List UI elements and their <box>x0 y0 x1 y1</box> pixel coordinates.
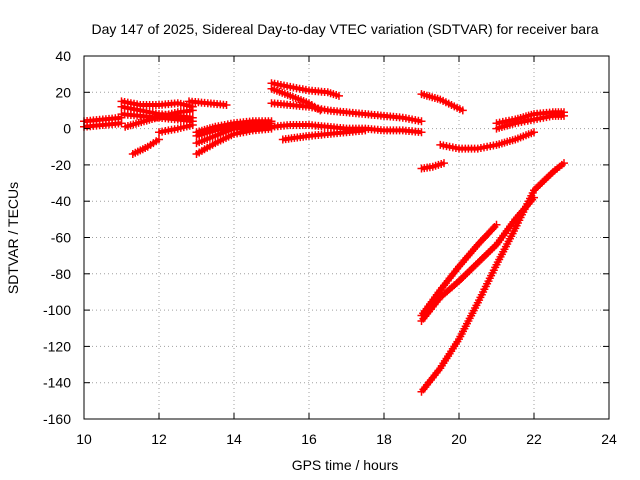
data-series <box>80 79 568 396</box>
series-arc20 <box>417 159 448 173</box>
series-markers <box>128 135 163 158</box>
x-axis-label: GPS time / hours <box>292 457 399 473</box>
series-arc26 <box>417 159 568 396</box>
series-markers <box>417 159 568 396</box>
series-arc24 <box>417 220 501 320</box>
x-tick-label: 22 <box>526 431 542 447</box>
series-markers <box>417 159 448 173</box>
series-markers <box>417 220 501 320</box>
series-arc21 <box>436 128 538 153</box>
series-arc17 <box>267 84 325 115</box>
series-arc2 <box>80 119 126 131</box>
series-markers <box>267 99 426 126</box>
series-arc9 <box>185 97 231 109</box>
y-tick-label: -40 <box>51 193 71 209</box>
series-arc3 <box>117 97 197 111</box>
series-arc16 <box>267 79 343 100</box>
x-tick-label: 10 <box>76 431 92 447</box>
series-arc23 <box>492 108 568 128</box>
series-markers <box>267 84 325 115</box>
series-markers <box>267 79 343 100</box>
y-tick-label: 0 <box>63 121 71 137</box>
series-arc7 <box>128 135 163 158</box>
series-markers <box>121 106 197 131</box>
series-markers <box>185 97 231 109</box>
y-tick-label: -20 <box>51 157 71 173</box>
axis-ticks: 10 12 14 16 18 20 22 24 40 20 0 -20 -40 -60 -80 -100 -12… <box>43 48 617 447</box>
series-arc15 <box>267 99 426 126</box>
series-arc18 <box>278 126 370 144</box>
y-tick-label: 40 <box>55 48 71 64</box>
series-markers <box>117 97 197 111</box>
y-tick-label: -100 <box>43 302 71 318</box>
series-arc6 <box>121 106 197 131</box>
x-tick-label: 18 <box>376 431 392 447</box>
series-arc13 <box>192 117 276 137</box>
series-markers <box>417 90 467 115</box>
series-arc8 <box>155 121 197 137</box>
y-axis-label: SDTVAR / TECUs <box>5 182 21 294</box>
chart-title: Day 147 of 2025, Sidereal Day-to-day VTE… <box>91 21 598 37</box>
x-tick-label: 16 <box>301 431 317 447</box>
y-tick-label: -60 <box>51 230 71 246</box>
x-tick-label: 20 <box>451 431 467 447</box>
y-tick-label: 20 <box>55 84 71 100</box>
series-markers <box>492 108 568 128</box>
y-tick-label: -120 <box>43 338 71 354</box>
series-arc25 <box>417 193 538 325</box>
series-markers <box>155 121 197 137</box>
x-tick-label: 24 <box>601 431 617 447</box>
x-tick-label: 14 <box>226 431 242 447</box>
x-tick-label: 12 <box>151 431 167 447</box>
y-tick-label: -160 <box>43 411 71 427</box>
y-tick-label: -140 <box>43 375 71 391</box>
series-line <box>419 161 566 394</box>
series-arc19 <box>417 90 467 115</box>
series-markers <box>278 126 370 144</box>
y-tick-label: -80 <box>51 266 71 282</box>
series-markers <box>436 128 538 153</box>
series-markers <box>192 117 276 137</box>
